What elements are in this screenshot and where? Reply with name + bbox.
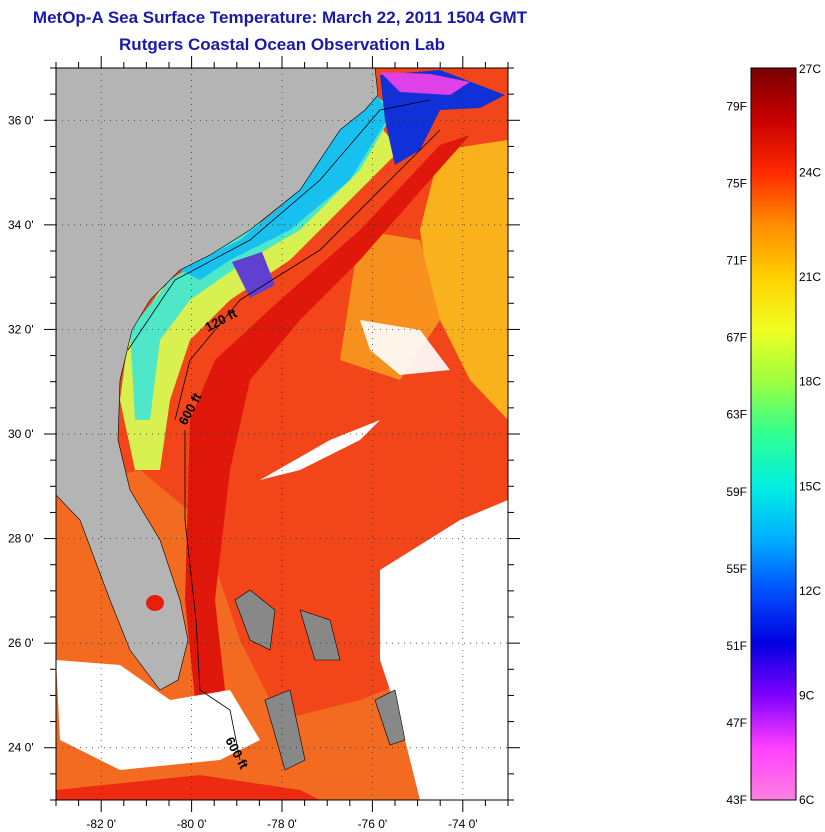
lat-tick-label: 36 0' xyxy=(8,113,34,127)
colorbar-c-label: 6C xyxy=(799,793,815,807)
colorbar-f-label: 47F xyxy=(726,716,747,730)
lat-tick-label: 34 0' xyxy=(8,218,34,232)
bahamas-island xyxy=(374,689,406,746)
colorbar-fahrenheit-labels: 79F 75F 71F 67F 63F 59F 55F 51F 47F 43F xyxy=(726,100,747,807)
colorbar-f-label: 79F xyxy=(726,100,747,114)
cold-sound-water xyxy=(380,70,505,165)
colorbar-f-label: 43F xyxy=(726,793,747,807)
graticule xyxy=(56,68,508,800)
cloud-cover-east xyxy=(380,500,508,800)
lon-tick-label: -76 0' xyxy=(358,817,388,831)
colorbar-f-label: 71F xyxy=(726,254,747,268)
lat-tick-label: 26 0' xyxy=(8,636,34,650)
colorbar-c-label: 18C xyxy=(799,375,821,389)
lake-okeechobee xyxy=(146,595,164,611)
cold-estuary-water xyxy=(232,252,275,298)
latitude-axis: 36 0' 34 0' 32 0' 30 0' 28 0' 26 0' 24 0' xyxy=(8,67,520,801)
gulf-stream-core xyxy=(185,135,470,700)
colorbar-f-label: 55F xyxy=(726,562,747,576)
us-land xyxy=(56,68,379,691)
cold-coastal-water xyxy=(180,92,390,280)
colorbar-c-label: 9C xyxy=(799,688,815,702)
andros-island xyxy=(264,689,306,771)
colorbar-f-label: 63F xyxy=(726,408,747,422)
coldest-water xyxy=(380,72,470,95)
lat-tick-label: 24 0' xyxy=(8,741,34,755)
shelf-water-yellow xyxy=(120,120,400,470)
colorbar-c-label: 12C xyxy=(799,584,821,598)
cloud-streak xyxy=(260,420,380,480)
lat-tick-label: 32 0' xyxy=(8,322,34,336)
sst-map xyxy=(56,68,508,800)
colorbar-f-label: 59F xyxy=(726,485,747,499)
lon-tick-label: -82 0' xyxy=(86,817,116,831)
longitude-axis: -82 0' -80 0' -78 0' -76 0' -74 0' xyxy=(55,56,509,831)
cooler-offshore-water xyxy=(420,140,508,420)
colorbar-f-label: 67F xyxy=(726,331,747,345)
lon-tick-label: -78 0' xyxy=(267,817,297,831)
colorbar-c-label: 21C xyxy=(799,270,821,284)
bahamas-island xyxy=(234,589,276,651)
colorbar-c-label: 27C xyxy=(799,62,821,76)
contour-600ft xyxy=(174,129,441,421)
lat-tick-label: 30 0' xyxy=(8,427,34,441)
map-subtitle: Rutgers Coastal Ocean Observation Lab xyxy=(119,35,445,54)
bahamas-island xyxy=(299,609,341,661)
lon-tick-label: -74 0' xyxy=(448,817,478,831)
colorbar-f-label: 75F xyxy=(726,177,747,191)
lat-tick-label: 28 0' xyxy=(8,532,34,546)
cloud-cover-south xyxy=(56,660,260,770)
contour-600ft-south xyxy=(184,430,241,761)
southern-water xyxy=(56,775,320,800)
lon-tick-label: -80 0' xyxy=(177,817,207,831)
contour-120ft xyxy=(127,99,431,351)
colorbar-c-label: 15C xyxy=(799,479,821,493)
colorbar xyxy=(750,67,797,801)
colorbar-celsius-labels: 27C 24C 21C 18C 15C 12C 9C 6C xyxy=(799,62,821,807)
colorbar-f-label: 51F xyxy=(726,639,747,653)
colorbar-c-label: 24C xyxy=(799,166,821,180)
cloud-patch xyxy=(360,320,450,375)
map-title: MetOp-A Sea Surface Temperature: March 2… xyxy=(32,8,528,27)
